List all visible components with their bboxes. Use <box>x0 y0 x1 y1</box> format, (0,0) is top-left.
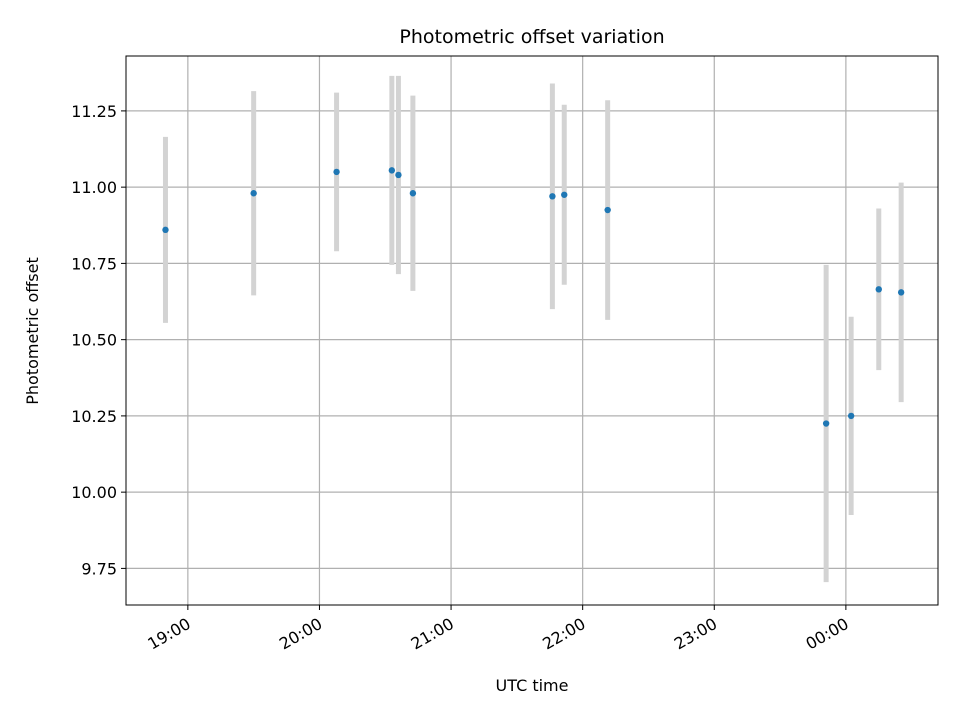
y-axis-ticks: 9.75 10.00 10.25 10.50 10.75 11.00 11.25 <box>71 102 126 578</box>
chart-title: Photometric offset variation <box>399 26 664 48</box>
x-axis-label: UTC time <box>496 676 569 695</box>
data-point <box>847 412 855 420</box>
y-tick-label: 10.50 <box>71 331 117 350</box>
grid <box>126 56 938 605</box>
y-tick-label: 11.00 <box>71 178 117 197</box>
data-point <box>250 190 257 197</box>
data-point <box>875 286 882 293</box>
y-tick-label: 10.75 <box>71 254 117 273</box>
data-point <box>409 190 417 197</box>
y-tick-label: 10.00 <box>71 483 117 502</box>
data-point <box>162 226 169 234</box>
data-point <box>897 289 905 296</box>
data-point <box>333 168 340 176</box>
data-point <box>604 206 611 214</box>
y-tick-label: 10.25 <box>71 407 117 426</box>
y-tick-label: 11.25 <box>71 102 117 121</box>
plot-frame <box>125 55 939 606</box>
plot-area <box>126 56 938 605</box>
data-point <box>549 193 556 200</box>
data-point <box>388 167 396 174</box>
data-point <box>822 420 830 427</box>
y-tick-label: 9.75 <box>81 559 117 578</box>
data-points <box>162 167 905 427</box>
data-point <box>561 191 568 198</box>
y-axis-label: Photometric offset <box>23 257 42 405</box>
data-point <box>395 171 402 179</box>
